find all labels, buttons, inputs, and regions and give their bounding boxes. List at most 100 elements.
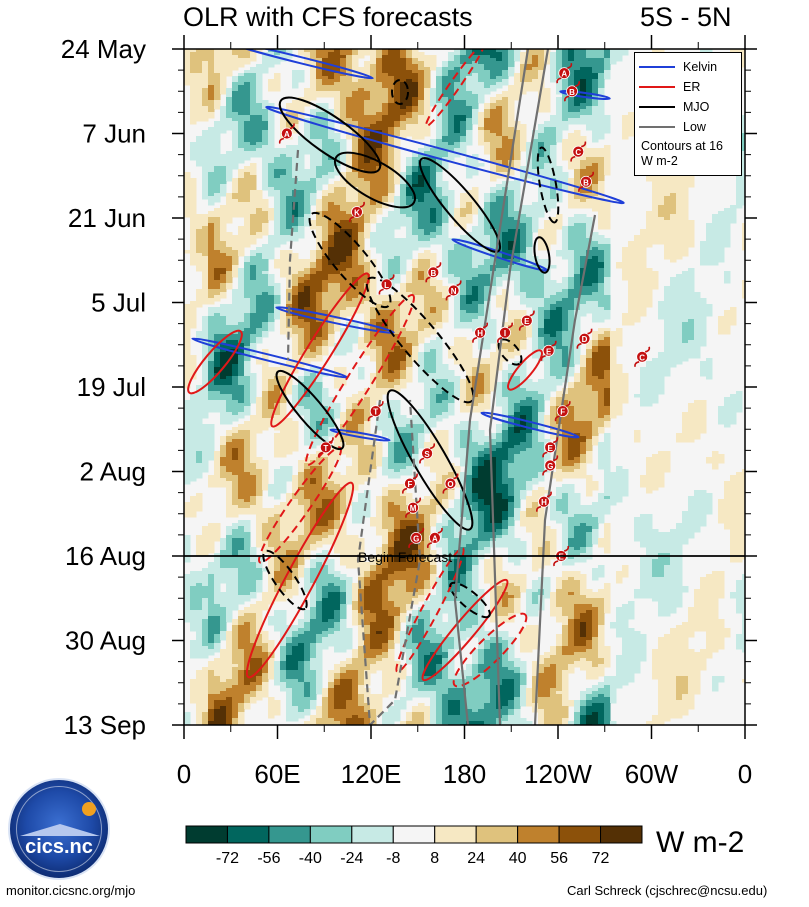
olr-cell xyxy=(592,49,599,53)
olr-cell xyxy=(424,79,431,83)
olr-cell xyxy=(406,115,413,119)
olr-cell xyxy=(484,124,491,128)
olr-cell xyxy=(538,208,545,212)
olr-cell xyxy=(202,172,209,176)
olr-cell xyxy=(388,145,395,149)
olr-cell xyxy=(232,136,239,140)
olr-cell xyxy=(424,241,431,245)
olr-cell xyxy=(238,58,245,62)
olr-cell xyxy=(358,265,365,269)
olr-cell xyxy=(604,226,611,230)
olr-cell xyxy=(334,205,341,209)
olr-cell xyxy=(184,76,191,80)
olr-cell xyxy=(424,202,431,206)
olr-cell xyxy=(256,217,263,221)
olr-cell xyxy=(334,151,341,155)
olr-cell xyxy=(502,211,509,215)
olr-cell xyxy=(352,190,359,194)
olr-cell xyxy=(334,265,341,269)
olr-cell xyxy=(340,100,347,104)
olr-cell xyxy=(736,175,743,179)
olr-cell xyxy=(490,241,497,245)
olr-cell xyxy=(496,193,503,197)
olr-cell xyxy=(538,64,545,68)
olr-cell xyxy=(358,67,365,71)
olr-cell xyxy=(484,103,491,107)
olr-cell xyxy=(292,184,299,188)
olr-cell xyxy=(250,172,257,176)
olr-cell xyxy=(430,214,437,218)
olr-cell xyxy=(592,262,599,266)
olr-cell xyxy=(460,214,467,218)
olr-cell xyxy=(484,193,491,197)
olr-cell xyxy=(286,229,293,233)
olr-cell xyxy=(448,196,455,200)
olr-cell xyxy=(400,172,407,176)
olr-cell xyxy=(526,208,533,212)
olr-cell xyxy=(394,100,401,104)
olr-cell xyxy=(622,262,629,266)
olr-cell xyxy=(238,91,245,95)
olr-cell xyxy=(424,205,431,209)
olr-cell xyxy=(388,115,395,119)
olr-cell xyxy=(244,121,251,125)
olr-cell xyxy=(202,106,209,110)
olr-cell xyxy=(358,52,365,56)
olr-cell xyxy=(640,232,647,236)
olr-cell xyxy=(574,106,581,110)
olr-cell xyxy=(304,268,311,272)
olr-cell xyxy=(226,58,233,62)
olr-cell xyxy=(340,160,347,164)
olr-cell xyxy=(250,55,257,59)
olr-cell xyxy=(214,67,221,71)
olr-cell xyxy=(232,76,239,80)
olr-cell xyxy=(400,193,407,197)
olr-cell xyxy=(292,103,299,107)
olr-cell xyxy=(280,178,287,182)
olr-cell xyxy=(232,88,239,92)
olr-cell xyxy=(580,82,587,86)
olr-cell xyxy=(658,178,665,182)
olr-cell xyxy=(232,112,239,116)
olr-cell xyxy=(688,241,695,245)
olr-cell xyxy=(202,151,209,155)
olr-cell xyxy=(742,139,745,143)
olr-cell xyxy=(556,193,563,197)
olr-cell xyxy=(310,259,317,263)
olr-cell xyxy=(232,58,239,62)
olr-cell xyxy=(412,187,419,191)
olr-cell xyxy=(574,214,581,218)
olr-cell xyxy=(238,193,245,197)
olr-cell xyxy=(574,100,581,104)
olr-cell xyxy=(370,193,377,197)
olr-cell xyxy=(430,157,437,161)
olr-cell xyxy=(262,166,269,170)
olr-cell xyxy=(220,121,227,125)
olr-cell xyxy=(628,121,635,125)
olr-cell xyxy=(244,190,251,194)
olr-cell xyxy=(574,178,581,182)
olr-cell xyxy=(580,262,587,266)
olr-cell xyxy=(580,235,587,239)
olr-cell xyxy=(334,217,341,221)
olr-cell xyxy=(544,133,551,137)
olr-cell xyxy=(250,175,257,179)
olr-cell xyxy=(448,103,455,107)
olr-cell xyxy=(514,271,521,275)
olr-cell xyxy=(520,214,527,218)
olr-cell xyxy=(322,91,329,95)
olr-cell xyxy=(232,196,239,200)
olr-cell xyxy=(466,142,473,146)
olr-cell xyxy=(262,256,269,260)
olr-cell xyxy=(196,70,203,74)
olr-cell xyxy=(514,58,521,62)
olr-cell xyxy=(262,247,269,251)
olr-cell xyxy=(340,112,347,116)
olr-cell xyxy=(214,211,221,215)
olr-cell xyxy=(328,241,335,245)
olr-cell xyxy=(520,208,527,212)
olr-cell xyxy=(448,94,455,98)
olr-cell xyxy=(232,118,239,122)
olr-cell xyxy=(514,202,521,206)
olr-cell xyxy=(736,190,743,194)
